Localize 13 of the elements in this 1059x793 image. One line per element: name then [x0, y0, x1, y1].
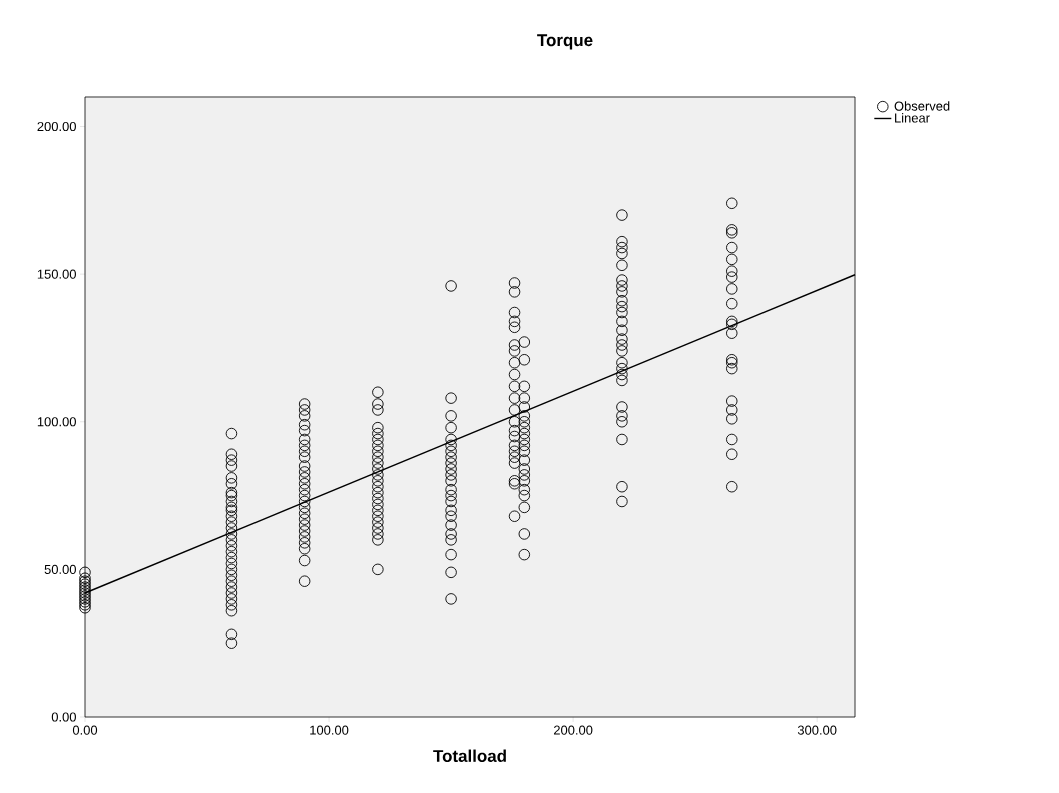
- x-axis-title: Totalload: [433, 749, 506, 762]
- y-tick-label: 0.00: [51, 712, 76, 722]
- x-tick-label: 200.00: [553, 725, 593, 735]
- x-tick-label: 100.00: [310, 725, 349, 735]
- y-tick-label: 100.00: [37, 417, 76, 427]
- legend-label: Observed: [894, 101, 950, 111]
- x-tick-label: 0.00: [72, 725, 98, 735]
- y-tick-label: 50.00: [44, 564, 76, 574]
- y-tick-label: 150.00: [37, 269, 76, 279]
- legend-label: Linear: [895, 113, 930, 123]
- chart-title: Torque: [537, 34, 593, 50]
- x-tick-label: 300.00: [797, 725, 837, 735]
- y-tick-label: 200.00: [37, 121, 76, 132]
